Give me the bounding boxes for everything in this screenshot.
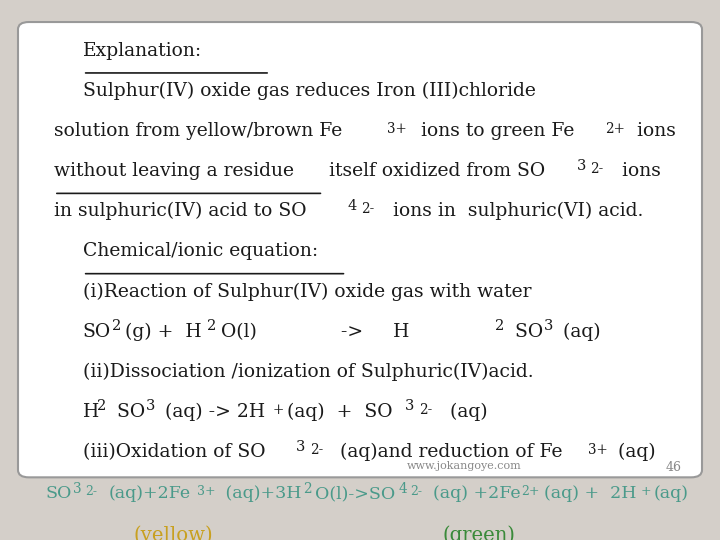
Text: (aq)+2Fe: (aq)+2Fe — [109, 485, 191, 502]
Text: 3+: 3+ — [588, 443, 607, 457]
Text: (aq): (aq) — [654, 485, 689, 502]
Text: ions: ions — [616, 162, 661, 180]
Text: 46: 46 — [666, 461, 682, 474]
Text: O(l)              ->     H: O(l) -> H — [221, 322, 410, 341]
Text: (aq): (aq) — [557, 322, 601, 341]
Text: (aq): (aq) — [612, 443, 656, 461]
Text: (iii)Oxidation of SO: (iii)Oxidation of SO — [83, 443, 265, 461]
Text: 3+: 3+ — [197, 485, 215, 498]
Text: ions in  sulphuric(VI) acid.: ions in sulphuric(VI) acid. — [387, 202, 643, 220]
Text: 3: 3 — [145, 400, 155, 414]
Text: (aq) -> 2H: (aq) -> 2H — [159, 403, 265, 421]
Text: 2-: 2- — [419, 403, 432, 417]
Text: SO: SO — [83, 322, 111, 341]
Text: www.jokangoye.com: www.jokangoye.com — [407, 461, 521, 471]
Text: 4: 4 — [398, 482, 407, 496]
Text: 3+: 3+ — [387, 122, 407, 136]
Text: ions: ions — [631, 122, 675, 140]
Text: (yellow): (yellow) — [133, 526, 213, 540]
Text: Sulphur(IV) oxide gas reduces Iron (III)chloride: Sulphur(IV) oxide gas reduces Iron (III)… — [83, 82, 536, 100]
Text: 2: 2 — [495, 319, 505, 333]
Text: 2: 2 — [97, 400, 107, 414]
FancyBboxPatch shape — [18, 22, 702, 477]
Text: 2+: 2+ — [521, 485, 540, 498]
Text: SO: SO — [45, 485, 72, 502]
Text: +: + — [273, 403, 284, 417]
Text: 4: 4 — [347, 199, 356, 213]
Text: H: H — [83, 403, 99, 421]
Text: (aq)  +  SO: (aq) + SO — [287, 403, 393, 421]
Text: Chemical/ionic equation:: Chemical/ionic equation: — [83, 242, 318, 260]
Text: O(l)->SO: O(l)->SO — [315, 485, 395, 502]
Text: ions to green Fe: ions to green Fe — [415, 122, 574, 140]
Text: 3: 3 — [577, 159, 586, 173]
Text: (green): (green) — [443, 526, 516, 540]
Text: 2-: 2- — [86, 485, 98, 498]
Text: in sulphuric(IV) acid to SO: in sulphuric(IV) acid to SO — [54, 202, 307, 220]
Text: itself oxidized from SO: itself oxidized from SO — [323, 162, 546, 180]
Text: without leaving a residue: without leaving a residue — [54, 162, 294, 180]
Text: 3: 3 — [296, 440, 305, 454]
Text: 2+: 2+ — [605, 122, 625, 136]
Text: 2: 2 — [303, 482, 312, 496]
Text: solution from yellow/brown Fe: solution from yellow/brown Fe — [54, 122, 342, 140]
Text: 2: 2 — [207, 319, 217, 333]
Text: 2-: 2- — [410, 485, 423, 498]
Text: (i)Reaction of Sulphur(IV) oxide gas with water: (i)Reaction of Sulphur(IV) oxide gas wit… — [83, 282, 531, 301]
Text: Explanation:: Explanation: — [83, 42, 202, 59]
Text: +: + — [641, 485, 652, 498]
Text: (aq) +  2H: (aq) + 2H — [544, 485, 636, 502]
Text: 3: 3 — [544, 319, 553, 333]
Text: (aq) +2Fe: (aq) +2Fe — [433, 485, 521, 502]
Text: (aq)+3H: (aq)+3H — [220, 485, 301, 502]
Text: 2-: 2- — [310, 443, 323, 457]
Text: SO: SO — [111, 403, 145, 421]
Text: (aq): (aq) — [444, 403, 487, 421]
Text: 3: 3 — [405, 400, 415, 414]
Text: (ii)Dissociation /ionization of Sulphuric(IV)acid.: (ii)Dissociation /ionization of Sulphuri… — [83, 363, 534, 381]
Text: (aq)and reduction of Fe: (aq)and reduction of Fe — [334, 443, 562, 461]
Text: 2-: 2- — [361, 202, 374, 216]
Text: (g) +  H: (g) + H — [125, 322, 202, 341]
Text: 2: 2 — [112, 319, 121, 333]
Text: 2-: 2- — [590, 162, 603, 176]
Text: SO: SO — [509, 322, 543, 341]
Text: 3: 3 — [73, 482, 82, 496]
